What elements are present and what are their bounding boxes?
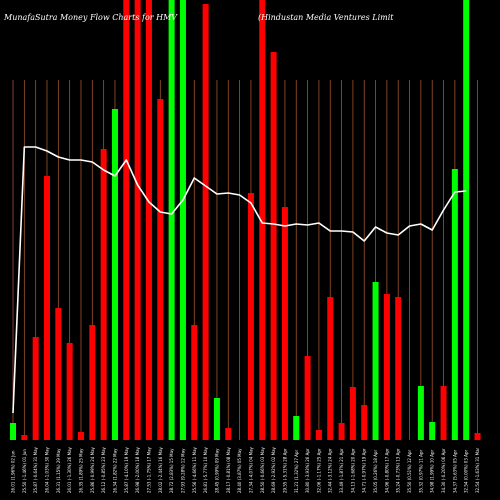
bar-down <box>191 325 198 440</box>
bar-down <box>247 193 254 440</box>
bar-down <box>259 0 266 440</box>
x-tick-label: 26.01 (1.96%) 02 Jun <box>11 450 16 493</box>
chart-title-left: MunafaSutra Money Flow Charts for HMV <box>3 13 178 22</box>
bar-down <box>66 343 73 440</box>
x-tick-labels: 26.01 (1.96%) 02 Jun 25.50 (-1.46%) 01 Ju… <box>11 446 481 493</box>
x-tick-label: 26.81 (-5.77%) 10 May <box>203 446 208 493</box>
x-tick-label: 33.49 (-1.87%) 21 Apr <box>339 448 344 493</box>
bar-series <box>10 0 481 440</box>
bar-down <box>474 433 481 440</box>
x-tick-label: 25.56 (-4.66%) 11 May <box>192 446 197 493</box>
x-tick-label: 35.50 (0.51%) 12 Apr <box>407 450 412 493</box>
x-tick-label: 25.87 (-0.64%) 31 May <box>33 446 38 493</box>
x-tick-label: 27.93 (9.28%) 12 May <box>180 448 185 493</box>
x-tick-label: 34.13 (-1.68%) 20 Apr <box>350 448 355 493</box>
x-tick-label: 25.87 (-4.10%) 19 May <box>124 446 129 493</box>
x-tick-label: 27.34 (-4.07%) 04 May <box>248 446 253 493</box>
bar-up <box>10 423 16 440</box>
bar-down <box>395 297 402 440</box>
x-tick-label: 34.71 (-0.97%) 19 Apr <box>362 448 367 493</box>
bar-down <box>315 430 322 440</box>
bar-up <box>111 109 118 440</box>
x-tick-label: 35.05 (0.26%) 18 Apr <box>373 450 378 493</box>
x-tick-label: 35.24 (-0.73%) 13 Apr <box>396 448 401 493</box>
bar-down <box>43 176 50 440</box>
bar-up <box>417 386 424 440</box>
x-tick-label: 28.17 (-0.81%) 08 May <box>226 446 231 493</box>
bar-up <box>451 169 458 440</box>
bar-down <box>157 99 164 440</box>
bar-down <box>123 0 130 440</box>
x-tick-label: 26.98 (-2.00%) 18 May <box>135 446 140 493</box>
bar-up <box>293 416 300 440</box>
money-flow-line-layer <box>12 146 467 414</box>
x-tick-label: 34.37 (5.63%) 05 Apr <box>452 450 457 493</box>
x-tick-label: 35.32 (0.97%) 11 Apr <box>418 450 423 493</box>
bar-down <box>270 52 277 440</box>
bar-down <box>89 325 96 440</box>
x-tick-label: 28.50 (-0.66%) 03 May <box>260 446 265 493</box>
x-tick-label: 25.86 (-0.99%) 24 May <box>90 446 95 493</box>
x-tick-label: 34.30 (-0.20%) 06 Apr <box>441 448 446 493</box>
bar-down <box>100 149 107 440</box>
bar-down <box>134 0 141 440</box>
bar-down <box>304 356 311 440</box>
x-tick-label: 28.45 (0.99%) 09 May <box>214 448 219 493</box>
x-tick-label: 26.01 (-1.30%) 26 May <box>67 446 72 493</box>
bar-up <box>372 282 379 440</box>
bar-down <box>21 435 28 440</box>
bar-down <box>338 423 345 440</box>
chart-title-right: (Hindustan Media Ventures Limit <box>258 13 394 22</box>
bar-down <box>281 207 288 440</box>
money-flow-line <box>12 146 467 414</box>
x-tick-label: 26.35 (1.89%) 25 May <box>78 448 83 493</box>
x-tick-label: 32.54 (-1.63%) 31 Mar <box>475 447 480 493</box>
bar-down <box>383 294 390 440</box>
x-tick-label: 28.40 (3.87%) 05 May <box>237 448 242 493</box>
x-tick-label: 28.02 (-2.44%) 16 May <box>158 446 163 493</box>
bar-down <box>202 4 209 440</box>
bar-down <box>77 432 84 440</box>
x-tick-label: 34.98 (1.99%) 10 Apr <box>430 450 435 493</box>
x-tick-label: 25.50 (-1.46%) 01 Jun <box>22 449 27 493</box>
bar-up <box>429 422 436 440</box>
x-tick-label: 31.21 (1.32%) 27 Apr <box>294 450 299 493</box>
x-tick-label: 32.44 (-3.12%) 24 Apr <box>328 448 333 493</box>
bar-down <box>327 297 334 440</box>
bar-up <box>168 0 175 440</box>
bar-down <box>32 337 39 440</box>
x-tick-label: 26.04 (-1.03%) 30 May <box>44 446 49 493</box>
x-tick-label: 28.69 (-2.92%) 02 May <box>271 446 276 493</box>
bar-down <box>225 428 232 440</box>
bar-up <box>179 0 186 440</box>
bar-up <box>463 0 470 440</box>
x-tick-label: 30.80 (-3.93%) 26 Apr <box>305 448 310 493</box>
bar-up <box>213 398 220 440</box>
x-tick-label: 26.31 (1.15%) 29 May <box>56 448 61 493</box>
x-tick-label: 32.06 (-1.17%) 25 Apr <box>316 448 321 493</box>
x-tick-label: 32.54 (0.00%) 03 Apr <box>464 450 469 493</box>
x-tick-label: 34.96 (-0.80%) 17 Apr <box>384 448 389 493</box>
x-tick-label: 26.34 (1.82%) 22 May <box>112 448 117 493</box>
bar-down <box>361 405 368 440</box>
x-tick-label: 26.12 (-0.85%) 23 May <box>101 446 106 493</box>
bar-down <box>145 0 152 440</box>
x-tick-label: 28.72 (2.83%) 15 May <box>169 448 174 493</box>
bar-down <box>55 308 62 440</box>
bar-down <box>349 387 356 440</box>
bar-down <box>440 386 447 440</box>
x-tick-label: 27.53 (-1.75%) 17 May <box>146 446 151 493</box>
x-tick-label: 29.55 (-5.31%) 28 Apr <box>282 448 287 493</box>
